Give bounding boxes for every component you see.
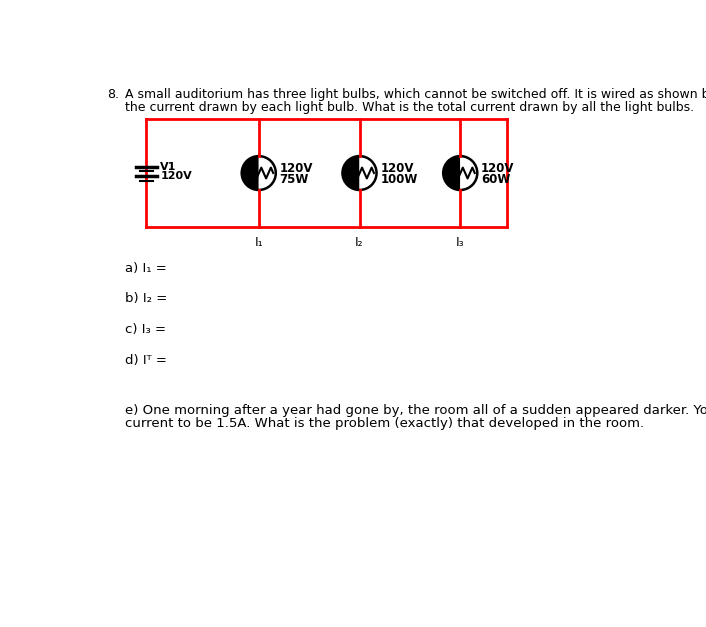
Text: c) I₃ =: c) I₃ =	[126, 323, 167, 336]
Wedge shape	[359, 156, 376, 190]
Text: the current drawn by each light bulb. What is the total current drawn by all the: the current drawn by each light bulb. Wh…	[126, 102, 695, 114]
Text: d) Iᵀ =: d) Iᵀ =	[126, 354, 167, 367]
Text: 120V: 120V	[481, 162, 515, 175]
Text: 75W: 75W	[280, 172, 309, 186]
Text: e) One morning after a year had gone by, the room all of a sudden appeared darke: e) One morning after a year had gone by,…	[126, 404, 706, 417]
Text: 100W: 100W	[381, 172, 418, 186]
Text: current to be 1.5A. What is the problem (exactly) that developed in the room.: current to be 1.5A. What is the problem …	[126, 417, 645, 430]
Wedge shape	[259, 156, 276, 190]
Text: I₂: I₂	[355, 236, 364, 249]
Text: 120V: 120V	[381, 162, 414, 175]
Text: 120V: 120V	[280, 162, 313, 175]
Wedge shape	[460, 156, 477, 190]
Text: 120V: 120V	[160, 171, 192, 181]
Text: I₃: I₃	[456, 236, 465, 249]
Text: V1: V1	[160, 162, 176, 172]
Text: 60W: 60W	[481, 172, 510, 186]
Text: I₁: I₁	[254, 236, 263, 249]
Wedge shape	[241, 156, 259, 190]
Text: A small auditorium has three light bulbs, which cannot be switched off. It is wi: A small auditorium has three light bulbs…	[126, 88, 706, 102]
Text: a) I₁ =: a) I₁ =	[126, 261, 167, 275]
Text: b) I₂ =: b) I₂ =	[126, 292, 168, 305]
Text: 8.: 8.	[107, 88, 119, 102]
Wedge shape	[443, 156, 460, 190]
Wedge shape	[342, 156, 359, 190]
